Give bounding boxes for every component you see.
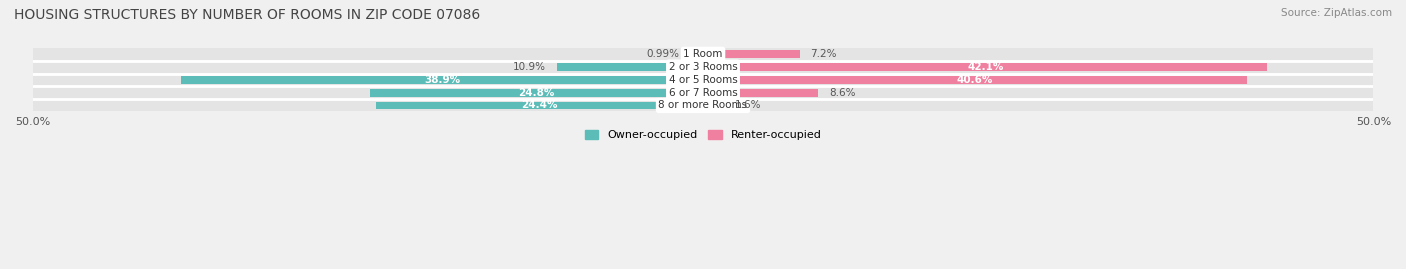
Bar	[32, 100, 1374, 111]
Bar	[557, 63, 703, 71]
Text: 7.2%: 7.2%	[810, 49, 837, 59]
Bar	[181, 76, 703, 84]
Bar	[375, 101, 703, 109]
Text: 1.6%: 1.6%	[735, 101, 762, 111]
Legend: Owner-occupied, Renter-occupied: Owner-occupied, Renter-occupied	[581, 125, 825, 145]
Text: 6 or 7 Rooms: 6 or 7 Rooms	[669, 88, 737, 98]
Text: 24.8%: 24.8%	[519, 88, 555, 98]
Text: 8 or more Rooms: 8 or more Rooms	[658, 101, 748, 111]
Bar	[32, 87, 1374, 98]
Bar	[703, 76, 1247, 84]
Bar	[32, 48, 1374, 60]
Bar	[690, 50, 703, 58]
Text: 10.9%: 10.9%	[513, 62, 546, 72]
Text: 38.9%: 38.9%	[425, 75, 460, 85]
Bar	[703, 101, 724, 109]
Text: 1 Room: 1 Room	[683, 49, 723, 59]
Text: 8.6%: 8.6%	[830, 88, 855, 98]
Bar	[371, 89, 703, 97]
Bar	[32, 74, 1374, 86]
Text: 0.99%: 0.99%	[645, 49, 679, 59]
Bar	[32, 61, 1374, 73]
Text: 24.4%: 24.4%	[522, 101, 558, 111]
Text: Source: ZipAtlas.com: Source: ZipAtlas.com	[1281, 8, 1392, 18]
Bar	[703, 63, 1267, 71]
Bar	[703, 89, 818, 97]
Text: 2 or 3 Rooms: 2 or 3 Rooms	[669, 62, 737, 72]
Text: HOUSING STRUCTURES BY NUMBER OF ROOMS IN ZIP CODE 07086: HOUSING STRUCTURES BY NUMBER OF ROOMS IN…	[14, 8, 481, 22]
Text: 42.1%: 42.1%	[967, 62, 1004, 72]
Text: 40.6%: 40.6%	[957, 75, 994, 85]
Bar	[703, 50, 800, 58]
Text: 4 or 5 Rooms: 4 or 5 Rooms	[669, 75, 737, 85]
